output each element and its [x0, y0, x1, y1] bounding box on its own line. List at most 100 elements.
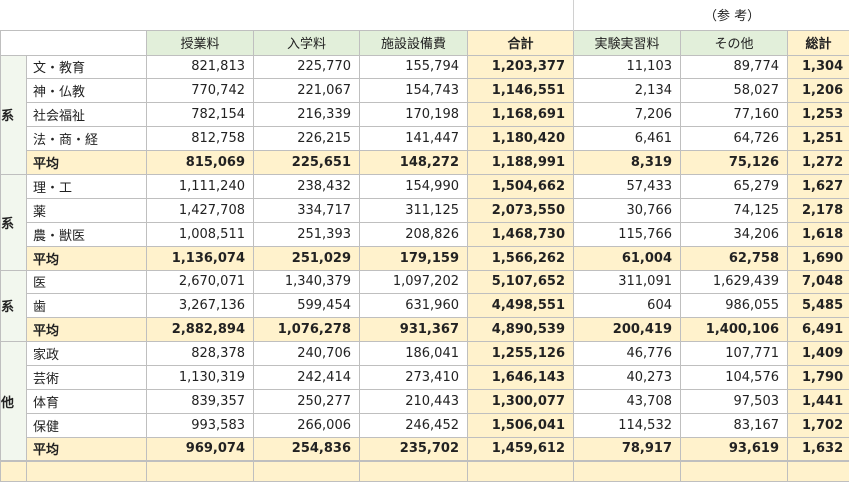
value-cell: 7,048 [786, 269, 849, 295]
table-row: 保健 993,583 266,006 246,452 1,506,041 114,532 8… [1, 412, 849, 438]
cut-cell [0, 460, 27, 482]
value-cell: 1,441 [786, 388, 849, 414]
value-cell: 170,198 [359, 102, 468, 128]
value-cell: 266,006 [253, 412, 360, 438]
table-row: 平均 2,882,894 1,076,278 931,367 4,890,539 200,… [1, 317, 849, 343]
value-cell: 200,419 [573, 317, 681, 343]
row-label: 平均 [26, 245, 147, 271]
row-label: 神・仏教 [26, 78, 147, 104]
row-label: 平均 [26, 436, 147, 462]
value-cell: 1,111,240 [146, 173, 254, 199]
row-label: 理・工 [26, 173, 147, 199]
group-label: 他 [0, 341, 27, 462]
row-label: 農・獣医 [26, 221, 147, 247]
column-header: 入学料 [253, 29, 360, 56]
value-cell: 2,882,894 [146, 317, 254, 343]
value-cell: 1,400,106 [680, 317, 788, 343]
table-row: 芸術 1,130,319 242,414 273,410 1,646,143 40,273… [1, 365, 849, 390]
value-cell: 6,461 [573, 126, 681, 152]
value-cell: 1,008,511 [146, 221, 254, 247]
value-cell: 114,532 [573, 412, 681, 438]
value-cell: 61,004 [573, 245, 681, 271]
fee-table: （参 考） 授業料 入学料 施設設備費 合計 実験実習料 その他 総計系文・教育 821,813… [0, 0, 849, 482]
value-cell: 1,629,439 [680, 269, 788, 295]
table-row [0, 460, 849, 482]
value-cell: 242,414 [253, 365, 360, 390]
value-cell: 1,255,126 [467, 341, 574, 367]
table-row: 系理・工 1,111,240 238,432 154,990 1,504,662 57,4… [0, 173, 849, 271]
value-cell: 5,485 [786, 293, 849, 319]
value-cell: 4,890,539 [467, 317, 574, 343]
value-cell: 62,758 [680, 245, 788, 271]
value-cell: 1,253 [786, 102, 849, 128]
value-cell: 148,272 [359, 150, 468, 175]
column-header: 合計 [467, 29, 574, 56]
cut-cell [146, 460, 254, 482]
value-cell: 97,503 [680, 388, 788, 414]
value-cell: 65,279 [680, 173, 788, 199]
value-cell: 225,770 [253, 54, 360, 80]
value-cell: 812,758 [146, 126, 254, 152]
value-cell: 107,771 [680, 341, 788, 367]
value-cell: 40,273 [573, 365, 681, 390]
cut-cell [786, 460, 849, 482]
value-cell: 235,702 [359, 436, 468, 462]
value-cell: 238,432 [253, 173, 360, 199]
group-label: 系 [0, 269, 27, 343]
value-cell: 969,074 [146, 436, 254, 462]
value-cell: 2,073,550 [467, 197, 574, 223]
value-cell: 273,410 [359, 365, 468, 390]
value-cell: 104,576 [680, 365, 788, 390]
value-cell: 208,826 [359, 221, 468, 247]
value-cell: 216,339 [253, 102, 360, 128]
value-cell: 1,690 [786, 245, 849, 271]
value-cell: 2,178 [786, 197, 849, 223]
value-cell: 6,491 [786, 317, 849, 343]
cut-cell [26, 460, 147, 482]
table-row: 平均 815,069 225,651 148,272 1,188,991 8,319 75,… [1, 150, 849, 175]
header-blank [0, 29, 147, 56]
value-cell: 1,251 [786, 126, 849, 152]
value-cell: 77,160 [680, 102, 788, 128]
value-cell: 1,304 [786, 54, 849, 80]
value-cell: 1,206 [786, 78, 849, 104]
value-cell: 1,702 [786, 412, 849, 438]
cut-cell [680, 460, 788, 482]
row-label: 文・教育 [26, 54, 147, 80]
value-cell: 34,206 [680, 221, 788, 247]
value-cell: 782,154 [146, 102, 254, 128]
row-label: 医 [26, 269, 147, 295]
value-cell: 839,357 [146, 388, 254, 414]
row-label: 社会福祉 [26, 102, 147, 128]
value-cell: 1,632 [786, 436, 849, 462]
value-cell: 75,126 [680, 150, 788, 175]
row-label: 芸術 [26, 365, 147, 390]
value-cell: 1,203,377 [467, 54, 574, 80]
cut-cell [573, 460, 681, 482]
group-label: 系 [0, 173, 27, 271]
row-label: 薬 [26, 197, 147, 223]
value-cell: 631,960 [359, 293, 468, 319]
table-body: （参 考） 授業料 入学料 施設設備費 合計 実験実習料 その他 総計系文・教育 821,813… [0, 0, 849, 482]
value-cell: 1,468,730 [467, 221, 574, 247]
value-cell: 1,146,551 [467, 78, 574, 104]
row-label: 平均 [26, 150, 147, 175]
row-label: 体育 [26, 388, 147, 414]
value-cell: 2,134 [573, 78, 681, 104]
value-cell: 58,027 [680, 78, 788, 104]
value-cell: 115,766 [573, 221, 681, 247]
column-header: 総計 [786, 29, 849, 56]
value-cell: 604 [573, 293, 681, 319]
value-cell: 240,706 [253, 341, 360, 367]
table-row: 系文・教育 821,813 225,770 155,794 1,203,377 11,10… [0, 54, 849, 175]
value-cell: 186,041 [359, 341, 468, 367]
value-cell: 311,125 [359, 197, 468, 223]
value-cell: 250,277 [253, 388, 360, 414]
value-cell: 993,583 [146, 412, 254, 438]
table-row: 歯 3,267,136 599,454 631,960 4,498,551 604 986,… [1, 293, 849, 319]
value-cell: 254,836 [253, 436, 360, 462]
value-cell: 74,125 [680, 197, 788, 223]
table-row: 系医 2,670,071 1,340,379 1,097,202 5,107,652 31… [0, 269, 849, 343]
row-label: 平均 [26, 317, 147, 343]
